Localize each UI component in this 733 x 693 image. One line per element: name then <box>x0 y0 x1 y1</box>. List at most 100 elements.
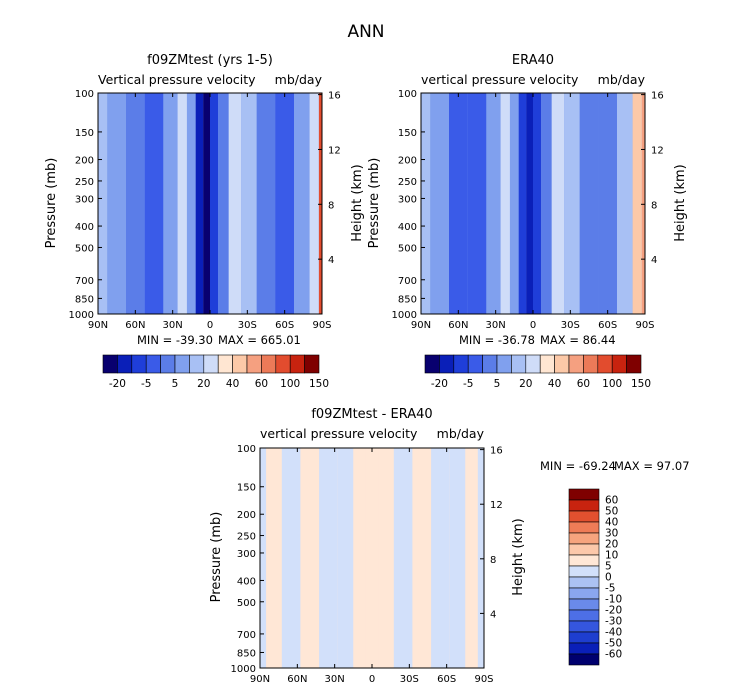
panel-obs-max-label: MAX = 86.44 <box>540 333 616 347</box>
x-tick-label: 90S <box>635 320 654 331</box>
panel-diff-subtitle-left: vertical pressure velocity <box>260 426 418 441</box>
data-column <box>421 93 431 314</box>
colorbar-cell <box>539 354 555 374</box>
panel-obs: ERA40 vertical pressure velocity mb/day … <box>367 53 688 390</box>
colorbar-cell <box>568 565 600 578</box>
y-tick-label: 850 <box>237 648 256 659</box>
data-column <box>449 448 466 668</box>
y-tick-label: 150 <box>75 128 94 139</box>
x-tick-label: 60S <box>275 320 294 331</box>
data-column <box>617 93 633 314</box>
colorbar-cell <box>568 598 600 611</box>
colorbar-cell <box>482 354 498 374</box>
colorbar-cell <box>568 510 600 523</box>
panel-model-subtitle-right: mb/day <box>275 72 323 87</box>
colorbar-label: 40 <box>226 378 239 390</box>
y-tick-label: 200 <box>75 156 94 167</box>
y-tick-label: 200 <box>398 156 417 167</box>
colorbar-label: 10 <box>605 550 618 562</box>
data-column <box>256 93 276 314</box>
colorbar-label: -30 <box>605 616 622 628</box>
colorbar-cell <box>117 354 133 374</box>
panel-model-colorbar: -20 -5 5 20 40 60 100 150 <box>102 354 329 390</box>
height-tick-label: 4 <box>490 609 496 620</box>
colorbar-label: 20 <box>519 378 532 390</box>
height-tick-label: 4 <box>651 255 657 266</box>
colorbar-cell <box>203 354 219 374</box>
panel-diff-ylabel: Pressure (mb) <box>209 512 224 603</box>
data-column <box>431 448 450 668</box>
panel-model-title: f09ZMtest (yrs 1-5) <box>147 53 273 68</box>
data-column <box>632 93 642 314</box>
colorbar-label: 30 <box>605 528 618 540</box>
data-column <box>510 93 519 314</box>
height-tick-label: 4 <box>328 255 334 266</box>
panel-model-ylabel: Pressure (mb) <box>44 158 59 249</box>
y-tick-label: 400 <box>398 222 417 233</box>
y-tick-label: 200 <box>237 510 256 521</box>
data-column <box>309 93 319 314</box>
y-tick-label: 300 <box>75 194 94 205</box>
data-column <box>300 448 320 668</box>
data-column <box>266 448 282 668</box>
colorbar-cell <box>261 354 277 374</box>
colorbar-cell <box>189 354 205 374</box>
panel-diff-min-label: MIN = -69.24 <box>540 459 616 473</box>
x-tick-label: 0 <box>369 674 375 685</box>
panel-model-max-label: MAX = 665.01 <box>218 333 301 347</box>
height-tick-label: 12 <box>328 145 341 156</box>
colorbar-cell <box>304 354 320 374</box>
height-tick-label: 16 <box>651 91 664 102</box>
y-tick-label: 100 <box>398 89 417 100</box>
colorbar-cell <box>439 354 455 374</box>
data-column <box>187 93 196 314</box>
colorbar-cell <box>496 354 512 374</box>
colorbar-cell <box>568 587 600 600</box>
colorbar-cell <box>246 354 262 374</box>
colorbar-cell <box>626 354 642 374</box>
y-tick-label: 700 <box>398 276 417 287</box>
height-tick-label: 16 <box>490 446 503 457</box>
y-tick-label: 850 <box>398 294 417 305</box>
panel-model-subtitle-left: Vertical pressure velocity <box>98 72 256 87</box>
colorbar-label: 60 <box>577 378 590 390</box>
colorbar-cell <box>275 354 291 374</box>
colorbar-cell <box>568 642 600 655</box>
panel-diff: f09ZMtest - ERA40 vertical pressure velo… <box>209 407 690 685</box>
x-tick-label: 30S <box>561 320 580 331</box>
colorbar-cell <box>102 354 118 374</box>
y-tick-label: 500 <box>75 243 94 254</box>
colorbar-label: 5 <box>605 561 612 573</box>
panel-model-plot: 90N 60N 30N 0 30S 60S 90S 100 150 200 250 300 400 500… <box>69 89 341 331</box>
x-tick-label: 90N <box>411 320 431 331</box>
y-tick-label: 700 <box>237 630 256 641</box>
colorbar-cell <box>511 354 527 374</box>
colorbar-cell <box>217 354 233 374</box>
x-tick-label: 0 <box>530 320 536 331</box>
data-column <box>318 93 322 314</box>
colorbar-label: -20 <box>431 378 448 390</box>
data-column <box>319 448 338 668</box>
y-tick-label: 1000 <box>231 664 256 675</box>
colorbar-label: -5 <box>605 583 615 595</box>
colorbar-cell <box>611 354 627 374</box>
y-tick-label: 1000 <box>392 310 417 321</box>
data-column <box>449 93 468 314</box>
data-column <box>541 93 552 314</box>
data-column <box>210 93 219 314</box>
colorbar-cell <box>583 354 599 374</box>
x-tick-label: 30N <box>486 320 506 331</box>
y-tick-label: 400 <box>237 576 256 587</box>
data-column <box>228 93 242 314</box>
data-column <box>486 93 501 314</box>
figure-title: ANN <box>347 22 384 42</box>
x-tick-label: 90S <box>312 320 331 331</box>
x-tick-label: 30N <box>325 674 345 685</box>
colorbar-label: -20 <box>109 378 126 390</box>
colorbar-cell <box>568 532 600 545</box>
height-tick-label: 12 <box>651 145 664 156</box>
panel-diff-subtitle-right: mb/day <box>437 426 485 441</box>
panel-obs-min-label: MIN = -36.78 <box>459 333 535 347</box>
data-column <box>564 93 580 314</box>
